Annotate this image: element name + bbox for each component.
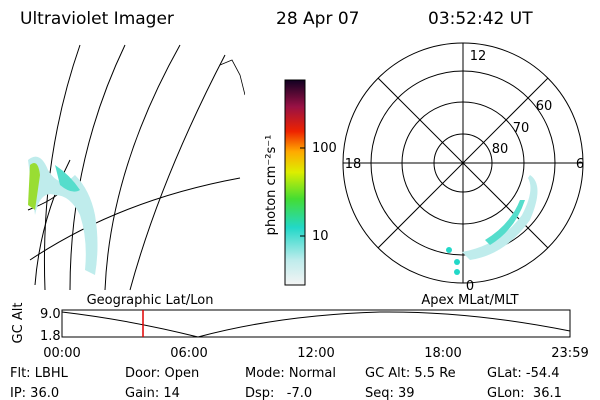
lat-label: 80 [492, 142, 509, 157]
footer: Flt: LBHL Door: Open Mode: Normal GC Alt: 5… [10, 366, 562, 400]
colorbar [284, 79, 306, 286]
altitude-xtick-label: 00:00 [43, 346, 80, 361]
polar-plot [342, 42, 584, 284]
mlt-label: 18 [345, 157, 362, 172]
colorbar-tick-label: 100 [312, 141, 337, 156]
altitude-xtick-label: 06:00 [170, 346, 207, 361]
colorbar-label: photon cm⁻²s⁻¹ [264, 135, 279, 236]
altitude-plot [61, 309, 571, 338]
title: Ultraviolet Imager [20, 9, 174, 29]
altitude-xtick-label: 12:00 [297, 346, 334, 361]
altitude-xtick-label: 18:00 [424, 346, 461, 361]
footer-field: Door: Open [125, 366, 199, 381]
altitude-ylabel: GC Alt [11, 303, 26, 344]
footer-field: IP: 36.0 [10, 386, 59, 400]
mlt-label: 12 [470, 49, 487, 64]
colorbar-tick-label: 10 [312, 229, 329, 244]
footer-field: Flt: LBHL [10, 366, 69, 381]
footer-field: GLat: -54.4 [487, 366, 560, 381]
lat-label: 70 [513, 121, 530, 136]
footer-field: Mode: Normal [245, 366, 336, 381]
altitude-curve [61, 311, 571, 338]
time: 03:52:42 UT [428, 9, 533, 29]
footer-field: Seq: 39 [365, 386, 415, 400]
mlt-label: 0 [466, 279, 474, 294]
altitude-xtick-label: 23:59 [551, 346, 588, 361]
lat-label: 60 [536, 99, 553, 114]
panel-label: Apex MLat/MLT [421, 293, 518, 308]
altitude-ytick-label: 9.0 [40, 307, 61, 322]
footer-field: GC Alt: 5.5 Re [365, 366, 456, 381]
geographic-map [27, 44, 245, 291]
altitude-ytick-label: 1.8 [40, 329, 61, 344]
footer-field: Gain: 14 [125, 386, 180, 400]
footer-field: Dsp: -7.0 [245, 386, 312, 400]
mlt-label: 6 [576, 157, 584, 172]
panel-label: Geographic Lat/Lon [87, 293, 214, 308]
footer-field: GLon: 36.1 [487, 386, 562, 400]
date: 28 Apr 07 [276, 9, 359, 29]
